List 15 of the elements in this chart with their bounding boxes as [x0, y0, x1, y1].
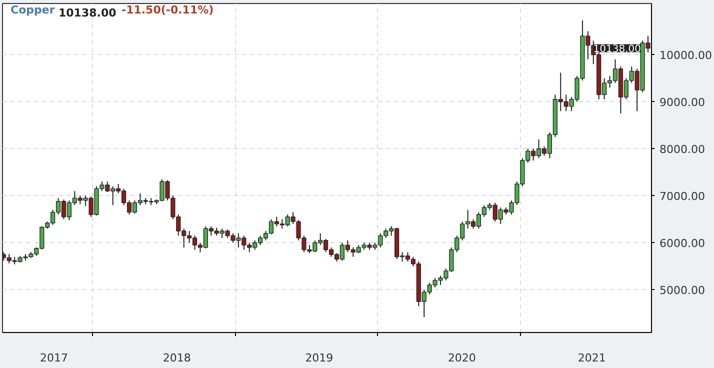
x-tick-label: 2020: [448, 352, 476, 364]
x-tick-label: 2021: [578, 352, 606, 364]
x-tick-label: 2018: [162, 352, 191, 364]
annotation: 10138.00: [593, 44, 641, 56]
y-tick-label: 8000.00: [660, 143, 705, 156]
chart-subtitle: 10138.00: [58, 6, 117, 20]
y-tick-label: 9000.00: [660, 96, 705, 110]
x-tick-label: 2017: [40, 352, 68, 364]
x-tick-label: 2019: [305, 352, 334, 364]
y-tick-label: 6000.00: [660, 237, 705, 250]
y-tick-label: 7000.00: [660, 190, 705, 204]
y-tick-label: 5000.00: [660, 284, 705, 298]
y-tick-label: 10000.00: [660, 49, 712, 62]
chart-title: Copper: [10, 4, 56, 16]
annotation: -11.50(-0.11%): [122, 4, 214, 16]
